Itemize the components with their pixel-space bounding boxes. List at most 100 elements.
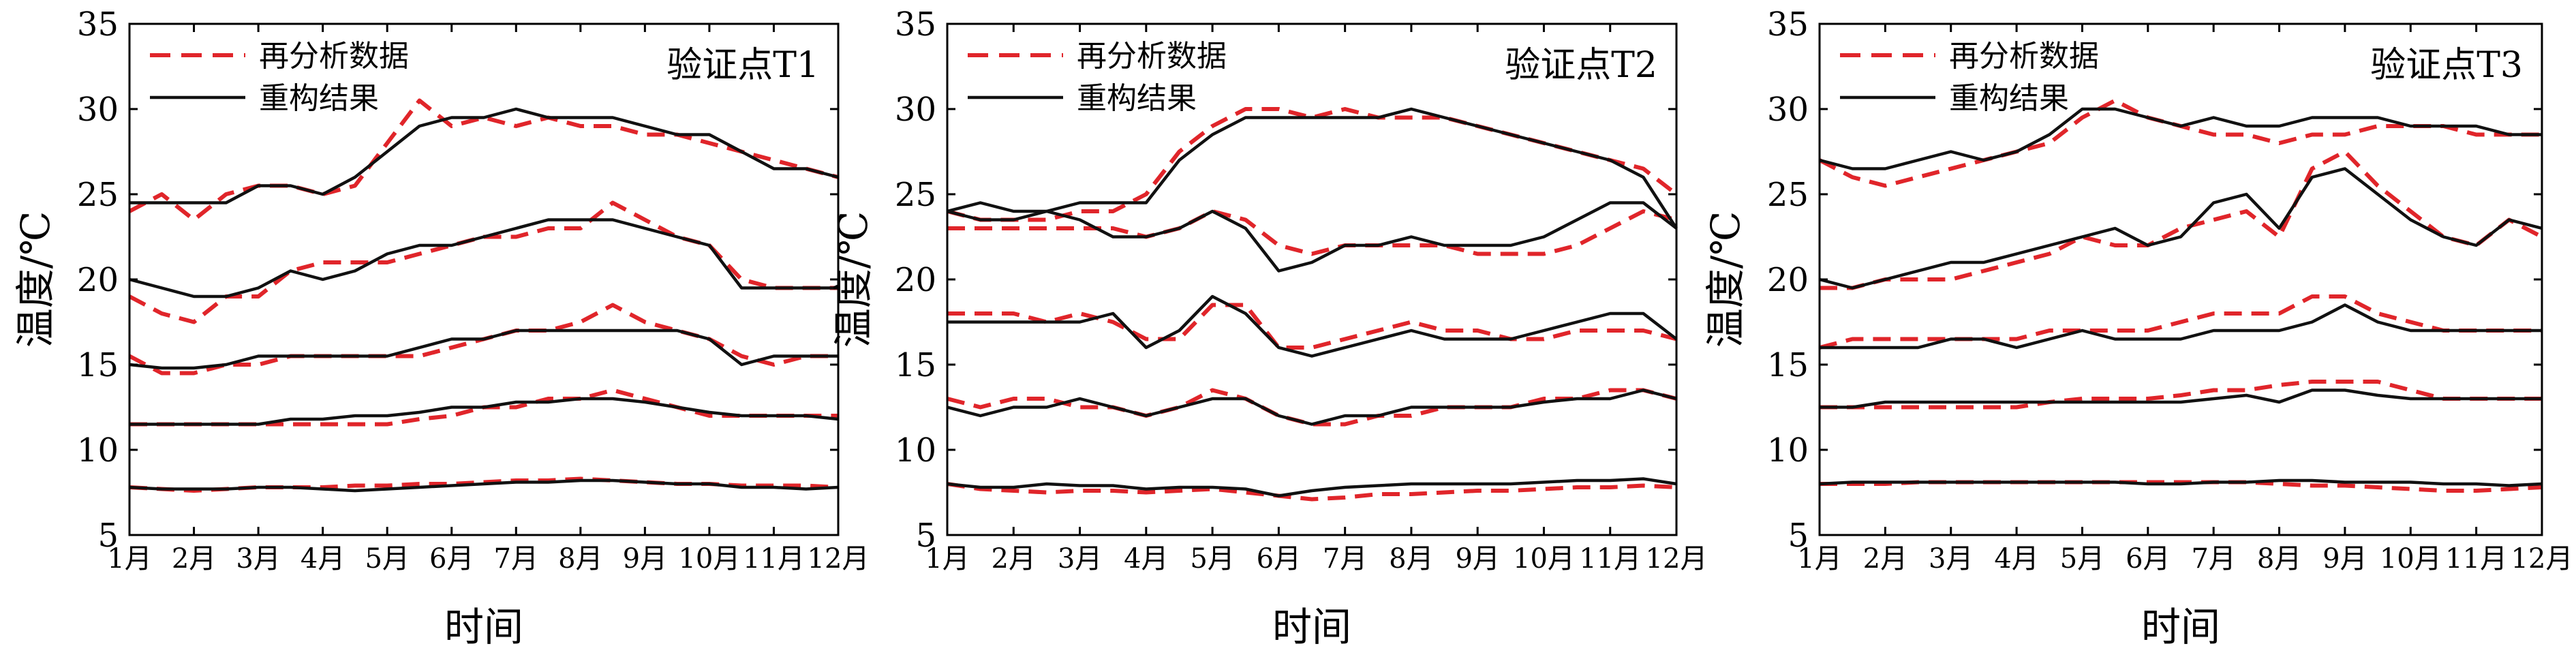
y-axis-label: 温度/℃ [12, 211, 59, 348]
reanalysis-line-1 [128, 98, 839, 222]
y-axis-label: 温度/℃ [1702, 211, 1749, 348]
reconstruction-line-3 [129, 328, 838, 370]
x-tick-label: 8月 [1389, 543, 1433, 575]
reanalysis-line-1 [1818, 98, 2542, 188]
reanalysis-line-2 [947, 209, 1677, 256]
y-axis-label: 温度/℃ [830, 211, 876, 348]
y-tick-label: 10 [1767, 431, 1809, 470]
plot-frame [946, 22, 1678, 536]
y-tick-label: 5 [915, 517, 936, 555]
reconstruction-line-2 [947, 201, 1678, 273]
y-tick-label: 5 [1788, 517, 1809, 555]
x-tick-label: 1月 [107, 543, 151, 575]
x-tick-label: 4月 [1994, 543, 2038, 575]
reconstruction-line-1 [947, 107, 1678, 230]
x-tick-label: 1月 [1797, 543, 1841, 575]
y-tick-label: 35 [895, 5, 936, 44]
chart-panel-1: 5 10 15 20 25 30 35 1月 2月 3月 4月 5月 6月 7月 8月 9月 10月 11月 12月… [12, 5, 869, 650]
x-tick-label: 12月 [2511, 543, 2573, 575]
x-tick-label: 2月 [992, 543, 1036, 575]
y-tick-label: 20 [895, 261, 936, 299]
reanalysis-line-4 [947, 388, 1677, 427]
x-tick-label: 2月 [1863, 543, 1907, 575]
x-tick-label: 7月 [1323, 543, 1367, 575]
reconstruction-line-5 [1819, 478, 2543, 487]
y-tick-label: 30 [77, 91, 119, 129]
y-tick-label: 20 [1767, 261, 1809, 299]
x-tick-label: 7月 [2191, 543, 2235, 575]
reanalysis-line-2 [1820, 149, 2543, 290]
reconstruction-line-2 [129, 218, 838, 299]
x-tick-label: 6月 [429, 543, 474, 575]
y-tick-label: 10 [895, 431, 936, 470]
y-tick-label: 15 [77, 346, 119, 384]
y-tick-label: 25 [1767, 176, 1809, 214]
x-tick-label: 6月 [2126, 543, 2170, 575]
x-tick-label: 10月 [2380, 543, 2442, 575]
x-tick-label: 4月 [1124, 543, 1168, 575]
reanalysis-line-1 [947, 107, 1678, 222]
x-tick-label: 5月 [365, 543, 409, 575]
y-tick-label: 15 [1767, 346, 1809, 384]
x-axis-label: 时间 [1272, 604, 1351, 650]
x-tick-label: 12月 [1646, 543, 1708, 575]
point-annotation: 验证点T1 [666, 45, 819, 86]
x-tick-label: 6月 [1257, 543, 1301, 575]
x-tick-label: 3月 [236, 543, 280, 575]
y-tick-label: 35 [1767, 5, 1809, 44]
x-tick-label: 10月 [678, 543, 740, 575]
x-tick-label: 2月 [172, 543, 216, 575]
x-axis-label: 时间 [2141, 604, 2220, 650]
reconstruction-line-5 [129, 478, 839, 493]
reconstruction-line-1 [129, 107, 839, 204]
legend-label-1: 再分析数据 [1949, 39, 2099, 74]
reanalysis-line-4 [1820, 380, 2542, 410]
reanalysis-line-2 [128, 200, 838, 324]
reconstruction-line-1 [1819, 107, 2542, 170]
reconstruction-line-5 [947, 477, 1677, 498]
x-tick-label: 10月 [1513, 543, 1575, 575]
x-tick-label: 3月 [1929, 543, 1973, 575]
reanalysis-line-3 [1819, 294, 2542, 350]
x-tick-label: 8月 [2257, 543, 2301, 575]
reconstruction-line-4 [129, 397, 839, 426]
x-tick-label: 4月 [301, 543, 345, 575]
chart-panel-2: 5 10 15 20 25 30 35 1月 2月 3月 4月 5月 6月 7月 8月 9月 10月 11月 12月… [830, 5, 1707, 650]
legend-label-2: 重构结果 [1949, 81, 2069, 116]
reanalysis-line-5 [947, 482, 1677, 502]
reconstruction-line-4 [1820, 388, 2542, 409]
x-tick-label: 7月 [494, 543, 538, 575]
x-axis-label: 时间 [444, 604, 523, 650]
legend-label-1: 再分析数据 [259, 39, 409, 74]
x-tick-label: 11月 [2445, 543, 2507, 575]
x-tick-label: 11月 [1579, 543, 1641, 575]
x-tick-label: 9月 [2322, 543, 2367, 575]
x-tick-label: 9月 [623, 543, 667, 575]
x-tick-label: 9月 [1455, 543, 1499, 575]
x-tick-label: 5月 [2060, 543, 2104, 575]
y-tick-label: 25 [895, 176, 936, 214]
x-tick-label: 5月 [1190, 543, 1234, 575]
x-tick-label: 3月 [1058, 543, 1102, 575]
y-tick-label: 15 [895, 346, 936, 384]
y-tick-label: 35 [77, 5, 119, 44]
reanalysis-line-3 [947, 303, 1677, 350]
legend-label-2: 重构结果 [1077, 81, 1197, 116]
reconstruction-line-4 [947, 388, 1677, 426]
y-tick-label: 5 [97, 517, 119, 555]
chart-panel-3: 5 10 15 20 25 30 35 1月 2月 3月 4月 5月 6月 7月 8月 9月 10月 11月 12月… [1702, 5, 2573, 650]
x-tick-label: 8月 [558, 543, 602, 575]
legend-label-2: 重构结果 [259, 81, 379, 116]
point-annotation: 验证点T3 [2370, 45, 2523, 86]
plot-frame [128, 22, 840, 536]
y-tick-label: 25 [77, 176, 119, 214]
reconstruction-line-3 [947, 294, 1678, 358]
reconstruction-line-3 [1820, 303, 2542, 350]
x-tick-label: 12月 [808, 543, 870, 575]
y-tick-label: 30 [1767, 91, 1809, 129]
y-tick-label: 10 [77, 431, 119, 470]
